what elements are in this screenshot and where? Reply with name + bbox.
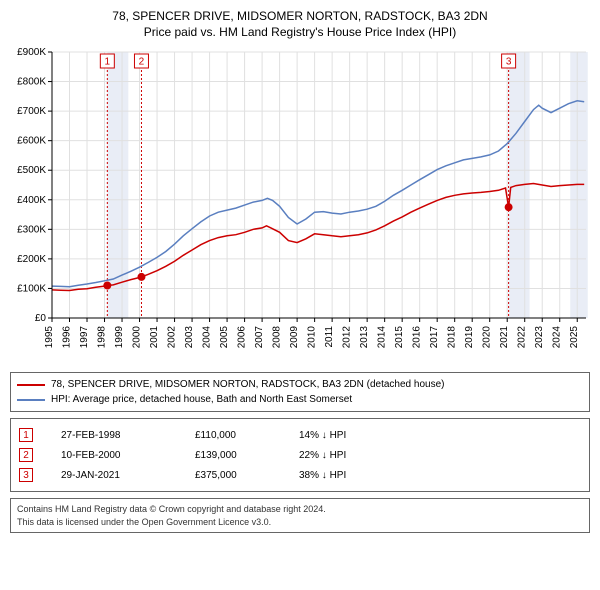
ytick-label: £300K xyxy=(17,225,46,236)
sale-row-marker: 3 xyxy=(19,468,33,482)
xtick-label: 2019 xyxy=(464,326,475,349)
chart-title-block: 78, SPENCER DRIVE, MIDSOMER NORTON, RADS… xyxy=(10,8,590,40)
footer-line2: This data is licensed under the Open Gov… xyxy=(17,516,583,528)
sale-point xyxy=(505,204,512,211)
sale-row: 1 27-FEB-1998 £110,000 14% ↓ HPI xyxy=(17,425,583,445)
sale-row-price: £110,000 xyxy=(195,430,275,441)
xtick-label: 2018 xyxy=(447,326,458,349)
xtick-label: 2009 xyxy=(289,326,300,349)
ytick-label: £200K xyxy=(17,254,46,265)
sale-row-hpi: 14% ↓ HPI xyxy=(299,430,409,441)
sale-row: 2 10-FEB-2000 £139,000 22% ↓ HPI xyxy=(17,445,583,465)
xtick-label: 1995 xyxy=(44,326,55,349)
xtick-label: 2008 xyxy=(272,326,283,349)
legend-swatch xyxy=(17,384,45,386)
xtick-label: 1998 xyxy=(97,326,108,349)
sale-row-date: 27-FEB-1998 xyxy=(61,430,171,441)
chart-svg: 1 2 3 £0 £100K £200K £300K £400K £500K £600K £700K… xyxy=(10,46,590,366)
xtick-label: 2013 xyxy=(359,326,370,349)
ytick-label: £900K xyxy=(17,47,46,58)
ytick-label: £800K xyxy=(17,77,46,88)
chart-area: 1 2 3 £0 £100K £200K £300K £400K £500K £600K £700K… xyxy=(10,46,590,366)
xtick-label: 2003 xyxy=(184,326,195,349)
xtick-label: 2004 xyxy=(202,326,213,349)
xtick-label: 2011 xyxy=(324,326,335,348)
sale-point xyxy=(138,274,145,281)
sale-row-date: 29-JAN-2021 xyxy=(61,470,171,481)
xtick-label: 1999 xyxy=(114,326,125,349)
ytick-label: £700K xyxy=(17,106,46,117)
sale-row-marker: 1 xyxy=(19,428,33,442)
legend-row: HPI: Average price, detached house, Bath… xyxy=(17,392,583,407)
xtick-label: 2000 xyxy=(132,326,143,349)
legend-swatch xyxy=(17,399,45,401)
xtick-label: 2020 xyxy=(482,326,493,349)
ytick-label: £600K xyxy=(17,136,46,147)
xtick-label: 1996 xyxy=(62,326,73,349)
sale-row-hpi: 22% ↓ HPI xyxy=(299,450,409,461)
sale-marker-label: 3 xyxy=(506,57,512,68)
ytick-label: £500K xyxy=(17,166,46,177)
sale-row: 3 29-JAN-2021 £375,000 38% ↓ HPI xyxy=(17,465,583,485)
footer-line1: Contains HM Land Registry data © Crown c… xyxy=(17,503,583,515)
footer-box: Contains HM Land Registry data © Crown c… xyxy=(10,498,590,532)
legend-label: HPI: Average price, detached house, Bath… xyxy=(51,392,352,407)
xtick-label: 2014 xyxy=(377,326,388,349)
sales-box: 1 27-FEB-1998 £110,000 14% ↓ HPI 2 10-FEB-200… xyxy=(10,418,590,492)
sale-row-date: 10-FEB-2000 xyxy=(61,450,171,461)
ytick-label: £400K xyxy=(17,195,46,206)
xtick-label: 2002 xyxy=(167,326,178,349)
sale-marker-label: 2 xyxy=(139,57,145,68)
chart-title-line2: Price paid vs. HM Land Registry's House … xyxy=(10,24,590,40)
xtick-label: 2015 xyxy=(394,326,405,349)
sale-point xyxy=(104,282,111,289)
xtick-label: 2022 xyxy=(517,326,528,349)
xtick-label: 2006 xyxy=(237,326,248,349)
sale-row-price: £375,000 xyxy=(195,470,275,481)
xtick-label: 2025 xyxy=(569,326,580,349)
legend-box: 78, SPENCER DRIVE, MIDSOMER NORTON, RADS… xyxy=(10,372,590,412)
xtick-label: 2023 xyxy=(534,326,545,349)
forecast-band xyxy=(107,52,128,318)
xtick-label: 2012 xyxy=(342,326,353,349)
legend-label: 78, SPENCER DRIVE, MIDSOMER NORTON, RADS… xyxy=(51,377,444,392)
sale-row-marker: 2 xyxy=(19,448,33,462)
ytick-label: £0 xyxy=(35,313,47,324)
xtick-label: 2010 xyxy=(307,326,318,349)
sale-row-hpi: 38% ↓ HPI xyxy=(299,470,409,481)
chart-title-line1: 78, SPENCER DRIVE, MIDSOMER NORTON, RADS… xyxy=(10,8,590,24)
sale-row-price: £139,000 xyxy=(195,450,275,461)
xtick-label: 2017 xyxy=(429,326,440,349)
sale-marker-label: 1 xyxy=(105,57,111,68)
xtick-label: 2016 xyxy=(412,326,423,349)
xtick-label: 2021 xyxy=(499,326,510,349)
xtick-label: 2005 xyxy=(219,326,230,349)
xtick-label: 2001 xyxy=(149,326,160,349)
xtick-label: 2007 xyxy=(254,326,265,349)
ytick-label: £100K xyxy=(17,284,46,295)
legend-row: 78, SPENCER DRIVE, MIDSOMER NORTON, RADS… xyxy=(17,377,583,392)
xtick-label: 1997 xyxy=(79,326,90,349)
xtick-label: 2024 xyxy=(552,326,563,349)
